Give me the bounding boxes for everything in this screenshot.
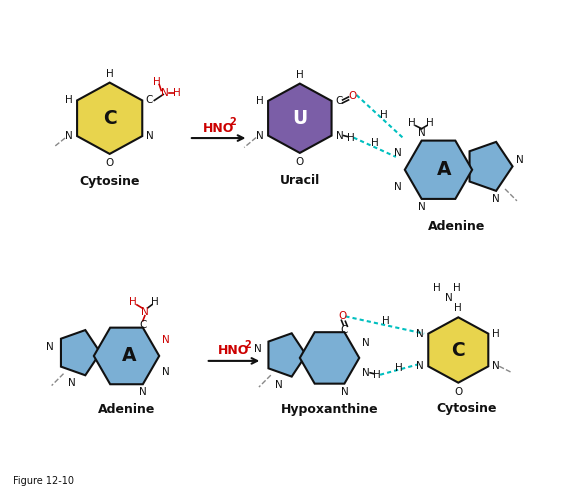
Text: H: H — [380, 110, 388, 120]
Text: N: N — [141, 307, 149, 317]
Text: N: N — [68, 378, 76, 388]
Text: N: N — [492, 194, 500, 204]
Text: A: A — [437, 160, 452, 179]
Text: Hypoxanthine: Hypoxanthine — [281, 403, 378, 416]
Text: N: N — [418, 202, 425, 212]
Text: N: N — [446, 292, 453, 303]
Text: H: H — [373, 370, 381, 380]
Text: H: H — [106, 69, 113, 79]
Text: N: N — [256, 131, 264, 141]
Text: N: N — [416, 361, 424, 371]
Text: Figure 12-10: Figure 12-10 — [12, 476, 74, 486]
Text: N: N — [162, 335, 170, 345]
Text: H: H — [153, 77, 161, 86]
Polygon shape — [268, 333, 306, 377]
Polygon shape — [428, 317, 488, 383]
Text: H: H — [453, 283, 461, 293]
Text: C: C — [103, 109, 117, 128]
Polygon shape — [300, 332, 359, 384]
Text: C: C — [335, 96, 342, 106]
Text: N: N — [65, 131, 73, 141]
Text: H: H — [256, 96, 264, 106]
Text: N: N — [362, 368, 370, 378]
Text: 2: 2 — [244, 340, 251, 350]
Text: H: H — [347, 133, 354, 142]
Text: N: N — [362, 338, 370, 348]
Text: O: O — [296, 157, 304, 167]
Text: C: C — [146, 96, 153, 105]
Text: N: N — [492, 361, 500, 371]
Polygon shape — [268, 83, 332, 153]
Text: H: H — [173, 87, 181, 98]
Polygon shape — [77, 82, 142, 154]
Text: O: O — [349, 91, 356, 101]
Text: N: N — [46, 342, 54, 352]
Text: N: N — [147, 131, 154, 141]
Text: HNO: HNO — [203, 122, 234, 135]
Text: H: H — [129, 297, 137, 307]
Text: H: H — [371, 138, 378, 148]
Text: O: O — [454, 386, 462, 397]
Text: N: N — [275, 380, 283, 389]
Text: H: H — [382, 316, 390, 326]
Text: H: H — [65, 96, 73, 105]
Text: H: H — [455, 304, 462, 313]
Text: H: H — [434, 283, 441, 293]
Polygon shape — [61, 330, 100, 375]
Text: H: H — [426, 118, 434, 128]
Text: O: O — [105, 158, 114, 168]
Text: H: H — [408, 118, 416, 128]
Text: U: U — [292, 109, 307, 128]
Text: C: C — [451, 341, 465, 360]
Text: H: H — [395, 363, 403, 372]
Text: N: N — [394, 148, 402, 158]
Text: 2: 2 — [229, 117, 236, 127]
Text: A: A — [122, 346, 136, 366]
Text: C: C — [139, 320, 147, 330]
Text: C: C — [341, 325, 348, 335]
Text: N: N — [416, 328, 424, 339]
Text: O: O — [338, 311, 346, 321]
Polygon shape — [470, 142, 513, 191]
Text: N: N — [162, 367, 170, 377]
Text: H: H — [296, 70, 303, 80]
Text: Uracil: Uracil — [280, 174, 320, 187]
Text: N: N — [254, 344, 261, 354]
Text: N: N — [161, 87, 169, 98]
Text: N: N — [139, 387, 147, 397]
Text: N: N — [336, 131, 343, 141]
Text: N: N — [515, 156, 523, 165]
Text: Adenine: Adenine — [98, 404, 155, 416]
Text: Adenine: Adenine — [428, 220, 485, 233]
Text: H: H — [492, 328, 500, 339]
Text: N: N — [418, 128, 425, 138]
Text: H: H — [151, 297, 158, 307]
Text: Cytosine: Cytosine — [80, 175, 140, 188]
Text: N: N — [394, 182, 402, 192]
Text: N: N — [341, 386, 348, 397]
Polygon shape — [405, 141, 472, 199]
Text: HNO: HNO — [218, 345, 249, 358]
Polygon shape — [94, 327, 159, 384]
Text: Cytosine: Cytosine — [436, 402, 496, 415]
